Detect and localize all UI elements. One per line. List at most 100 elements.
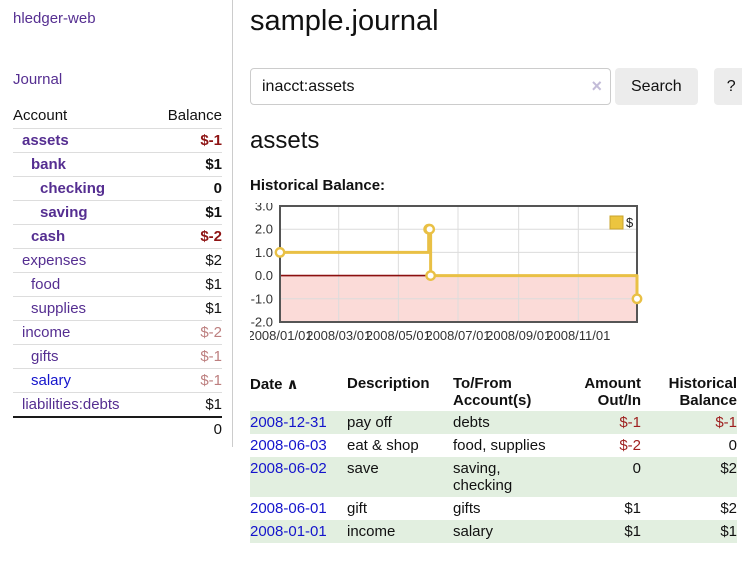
account-balance: $-2	[200, 228, 222, 245]
register-accounts: saving, checking	[453, 460, 513, 494]
account-balance: $1	[205, 204, 222, 221]
sidebar-account-link[interactable]: liabilities:debts	[22, 396, 120, 413]
register-row[interactable]: 2008-06-02 save saving, checking 0 $2	[250, 457, 737, 497]
accounts-total-balance: 0	[213, 421, 222, 438]
register-table: Date ∧ Description To/From Account(s) Amo…	[250, 373, 737, 543]
svg-text:3.0: 3.0	[255, 203, 273, 214]
account-row: cash $-2	[13, 224, 222, 249]
account-balance: $-1	[200, 348, 222, 365]
brand-link[interactable]: hledger-web	[13, 10, 96, 27]
register-description: eat & shop	[347, 437, 419, 454]
register-balance: $-1	[715, 414, 737, 431]
accounts-total-spacer	[13, 417, 152, 441]
svg-text:-1.0: -1.0	[251, 291, 273, 306]
account-row: salary $-1	[13, 368, 222, 393]
sidebar-account-link[interactable]: checking	[40, 180, 106, 197]
chart-legend: $	[609, 215, 634, 230]
register-amount: 0	[632, 460, 641, 477]
register-row[interactable]: 2008-06-03 eat & shop food, supplies $-2 0	[250, 434, 737, 457]
register-balance: $2	[720, 500, 737, 517]
svg-text:2008/05/01: 2008/05/01	[366, 328, 431, 343]
sidebar-account-link[interactable]: salary	[31, 372, 72, 389]
register-row[interactable]: 2008-01-01 income salary $1 $1	[250, 520, 737, 543]
chart-label: Historical Balance:	[250, 177, 386, 194]
account-balance: 0	[213, 180, 222, 197]
clear-search-icon[interactable]: ×	[591, 76, 602, 96]
search-form: × Search ?	[250, 68, 742, 105]
account-balance: $1	[205, 396, 222, 413]
register-date-link[interactable]: 2008-06-02	[250, 460, 327, 477]
search-wrap: ×	[250, 68, 611, 105]
register-col-balance: Historical Balance	[668, 375, 737, 409]
svg-text:2008/11/01: 2008/11/01	[546, 328, 610, 343]
account-balance: $-1	[200, 132, 222, 149]
register-description: pay off	[347, 414, 392, 431]
search-button[interactable]: Search	[615, 68, 698, 105]
accounts-total-row: 0	[13, 417, 222, 441]
register-row[interactable]: 2008-12-31 pay off debts $-1 $-1	[250, 411, 737, 434]
account-row: assets $-1	[13, 128, 222, 153]
main-content: sample.journal × Search ? assets Histori…	[233, 0, 742, 543]
register-balance: $2	[720, 460, 737, 477]
account-balance: $-2	[200, 324, 222, 341]
sidebar-item-journal[interactable]: Journal	[13, 71, 63, 88]
account-balance: $2	[205, 252, 222, 269]
account-row: supplies $1	[13, 296, 222, 321]
help-button[interactable]: ?	[713, 68, 742, 105]
register-col-description: Description	[347, 375, 430, 392]
register-col-date[interactable]: Date ∧	[250, 376, 299, 393]
account-row: saving $1	[13, 200, 222, 225]
register-amount: $-2	[619, 437, 641, 454]
sidebar-account-link[interactable]: bank	[31, 156, 67, 173]
register-description: gift	[347, 500, 368, 517]
sidebar-account-link[interactable]: expenses	[22, 252, 87, 269]
register-accounts: salary	[453, 523, 494, 540]
register-col-accounts: To/From Account(s)	[453, 375, 532, 409]
accounts-col-balance: Balance	[167, 107, 222, 124]
account-balance: $1	[205, 156, 222, 173]
svg-text:1.0: 1.0	[255, 245, 273, 260]
register-balance: 0	[728, 437, 737, 454]
register-accounts: debts	[453, 414, 490, 431]
register-description: save	[347, 460, 379, 477]
sidebar-account-link[interactable]: income	[22, 324, 71, 341]
svg-text:$: $	[626, 215, 634, 230]
register-accounts: food, supplies	[453, 437, 546, 454]
app-window: hledger-web Journal Account Balance asse…	[0, 0, 742, 543]
account-row: bank $1	[13, 152, 222, 177]
register-accounts: gifts	[453, 500, 481, 517]
search-input[interactable]	[250, 68, 611, 105]
account-row: expenses $2	[13, 248, 222, 273]
account-balance: $1	[205, 276, 222, 293]
account-row: food $1	[13, 272, 222, 297]
sidebar-account-link[interactable]: supplies	[31, 300, 87, 317]
register-description: income	[347, 523, 396, 540]
register-date-link[interactable]: 2008-06-03	[250, 437, 327, 454]
register-amount: $-1	[619, 414, 641, 431]
sidebar-account-link[interactable]: gifts	[31, 348, 59, 365]
register-date-link[interactable]: 2008-01-01	[250, 523, 327, 540]
sort-ascending-icon: ∧	[286, 376, 299, 393]
register-date-link[interactable]: 2008-06-01	[250, 500, 327, 517]
accounts-col-account: Account	[13, 107, 68, 124]
balance-chart: 2008/01/01 2008/03/01 2008/05/01 2008/07/01…	[247, 199, 720, 355]
svg-text:2008/07/01: 2008/07/01	[425, 328, 490, 343]
accounts-header-row: Account Balance	[13, 104, 222, 129]
register-balance: $1	[720, 523, 737, 540]
svg-text:2008/03/01: 2008/03/01	[306, 328, 371, 343]
sidebar-account-link[interactable]: cash	[31, 228, 66, 245]
register-amount: $1	[624, 523, 641, 540]
sidebar-nav: Journal	[13, 71, 222, 88]
sidebar-account-link[interactable]: assets	[22, 132, 69, 149]
account-balance: $-1	[200, 372, 222, 389]
register-date-link[interactable]: 2008-12-31	[250, 414, 327, 431]
account-row: gifts $-1	[13, 344, 222, 369]
sidebar-account-link[interactable]: saving	[40, 204, 88, 221]
register-header-row: Date ∧ Description To/From Account(s) Amo…	[250, 373, 737, 411]
register-col-amount: Amount Out/In	[584, 375, 641, 409]
sidebar: hledger-web Journal Account Balance asse…	[0, 0, 233, 447]
register-row[interactable]: 2008-06-01 gift gifts $1 $2	[250, 497, 737, 520]
sidebar-account-link[interactable]: food	[31, 276, 61, 293]
brand: hledger-web	[13, 10, 222, 27]
page-title: sample.journal	[250, 5, 439, 37]
